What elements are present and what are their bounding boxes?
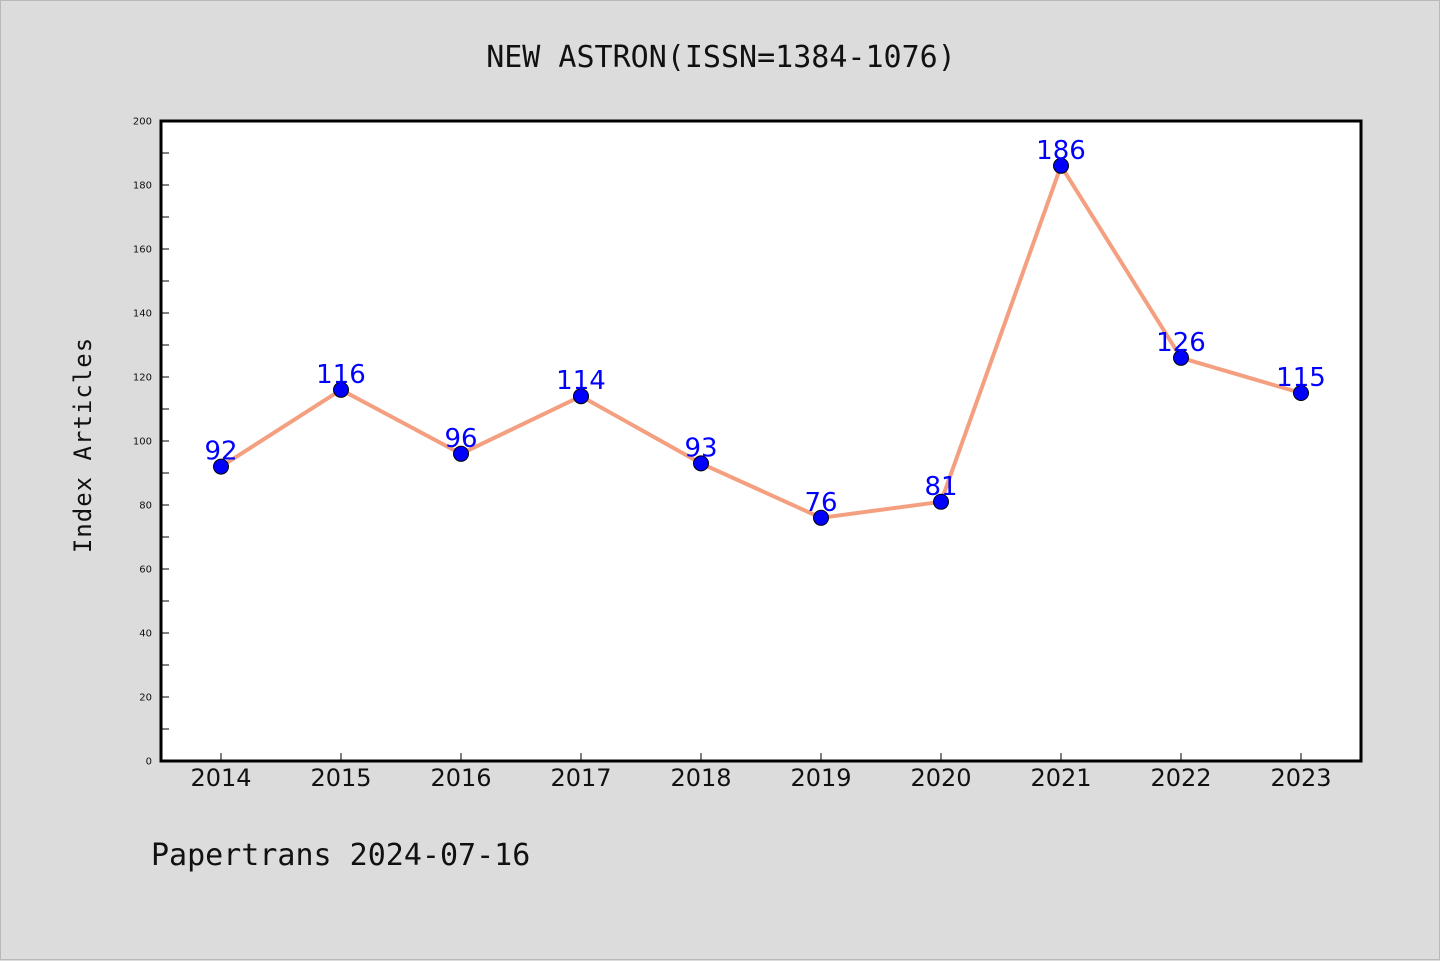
series-polyline — [219, 163, 1302, 520]
y-tick-label: 140 — [133, 309, 152, 320]
data-label: 96 — [444, 424, 477, 454]
data-point — [213, 458, 229, 475]
data-label: 93 — [684, 433, 717, 463]
data-point — [1053, 157, 1069, 174]
x-tick-label: 2018 — [670, 764, 731, 792]
chart-title: NEW ASTRON(ISSN=1384-1076) — [486, 40, 956, 75]
y-tick-label: 160 — [133, 245, 152, 256]
y-axis-label: Index Articles — [69, 337, 97, 553]
y-tick-label: 200 — [133, 117, 152, 128]
y-tick-label: 20 — [139, 693, 152, 704]
x-tick-label: 2022 — [1150, 764, 1211, 792]
footer-credit: Papertrans 2024-07-16 — [151, 838, 530, 873]
data-point — [1293, 385, 1309, 401]
x-tick-label: 2020 — [910, 764, 971, 792]
x-tick-label: 2019 — [790, 764, 851, 792]
data-label: 81 — [924, 472, 957, 502]
plot-area — [159, 119, 1363, 763]
y-tick-label: 80 — [139, 501, 152, 512]
series-points — [213, 157, 1309, 526]
data-point — [1173, 349, 1189, 366]
data-label: 114 — [556, 366, 606, 396]
x-tick-label: 2023 — [1270, 764, 1331, 792]
data-label: 186 — [1036, 136, 1086, 166]
y-tick-label: 40 — [139, 629, 152, 640]
data-label: 76 — [804, 488, 837, 518]
data-point — [933, 493, 949, 510]
y-tick-label: 120 — [133, 373, 152, 384]
data-label: 92 — [204, 437, 237, 467]
x-tick-label: 2021 — [1030, 764, 1091, 792]
data-point — [453, 445, 469, 462]
x-tick-label: 2014 — [190, 764, 251, 792]
y-tick-label: 180 — [133, 181, 152, 192]
data-label: 115 — [1276, 363, 1326, 393]
data-point — [333, 381, 349, 398]
x-tick-label: 2015 — [310, 764, 371, 792]
series-line — [219, 163, 1302, 520]
data-point — [573, 388, 589, 405]
y-tick-label: 0 — [146, 757, 152, 768]
y-tick-label: 60 — [139, 565, 152, 576]
y-tick-label: 100 — [133, 437, 152, 448]
x-tick-label: 2017 — [550, 764, 611, 792]
data-label: 126 — [1156, 328, 1206, 358]
data-label: 116 — [316, 360, 366, 390]
data-point — [693, 455, 709, 472]
y-axis-ticks: 0 20 40 60 80 100 120 140 160 180 200 — [133, 117, 169, 768]
data-labels: 92 116 96 114 93 76 81 186 126 115 — [204, 136, 1325, 518]
data-point — [813, 509, 829, 526]
x-axis-ticks: 2014 2015 2016 2017 2018 2019 2020 2021 2022 2023 — [190, 753, 1332, 792]
x-tick-label: 2016 — [430, 764, 491, 792]
